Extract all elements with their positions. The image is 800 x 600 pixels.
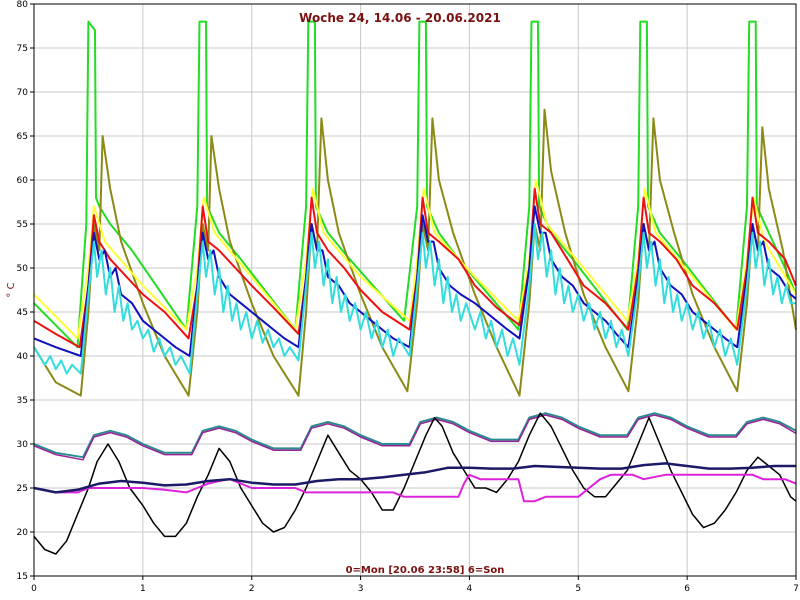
y-tick-label: 50 [17,264,29,274]
x-tick-label: 0 [31,584,37,594]
series-line-1 [33,20,797,349]
x-axis-ticks: 0 1 2 3 4 5 6 7 [31,576,799,594]
x-tick-label: 3 [358,584,364,594]
series-line-6 [33,223,796,375]
plot-frame [33,3,797,577]
series-lines [33,20,797,555]
x-tick-label: 5 [575,584,581,594]
series-line-2 [33,108,797,397]
y-tick-label: 20 [17,528,29,538]
y-tick-label: 30 [17,440,29,450]
x-tick-label: 2 [249,584,255,594]
series-line-10 [33,473,797,503]
y-tick-label: 70 [17,88,29,98]
series-line-5 [33,205,797,357]
chart-title: Woche 24, 14.06 - 20.06.2021 [299,11,501,25]
y-tick-label: 45 [17,308,28,318]
x-tick-label: 7 [793,584,799,594]
y-tick-label: 65 [17,132,28,142]
y-tick-label: 35 [17,396,28,406]
y-tick-label: 80 [17,0,29,10]
series-line-8 [33,414,797,461]
y-tick-label: 60 [17,176,29,186]
y-axis-title: ° C [6,282,17,297]
series-line-11 [33,462,796,494]
series-line-4 [33,187,797,349]
y-axis-ticks: 15 20 25 30 35 40 45 50 55 60 65 70 75 80 [17,0,34,582]
x-tick-label: 1 [140,584,146,594]
y-tick-label: 55 [17,220,28,230]
series-line-7 [33,412,797,459]
x-tick-label: 6 [684,584,690,594]
x-tick-label: 4 [467,584,473,594]
y-tick-label: 40 [17,352,29,362]
y-tick-label: 25 [17,484,28,494]
y-tick-label: 75 [17,44,28,54]
y-tick-label: 15 [17,572,28,582]
chart-footer: 0=Mon [20.06 23:58] 6=Son [346,565,505,576]
